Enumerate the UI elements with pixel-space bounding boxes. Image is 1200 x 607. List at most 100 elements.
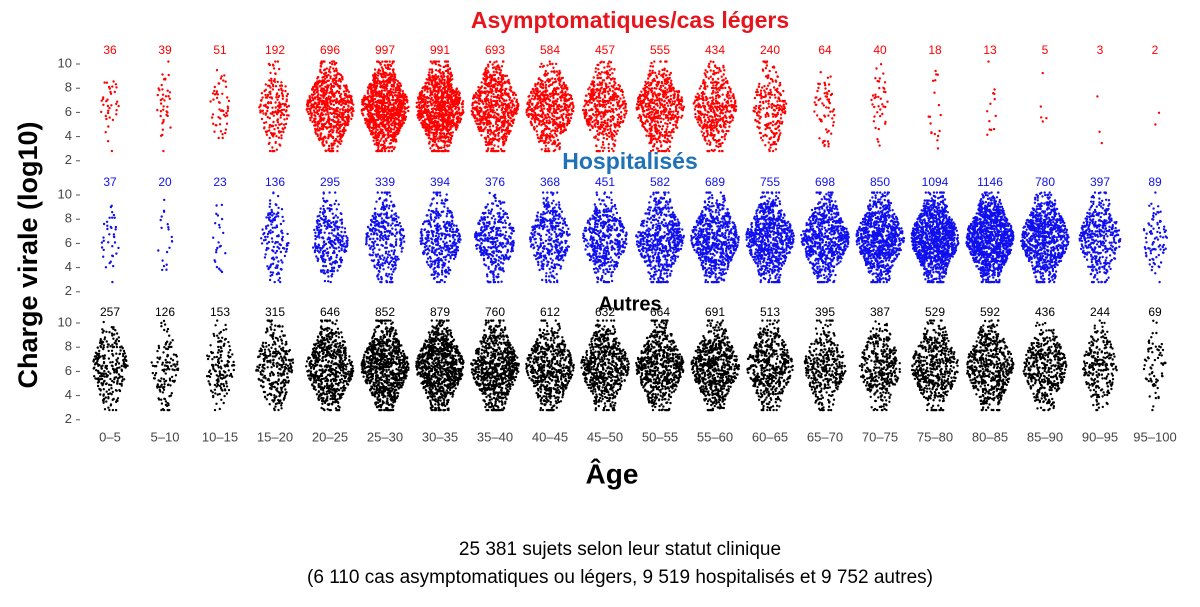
y-tick-label: 4	[65, 259, 72, 274]
count-label: 991	[430, 43, 450, 57]
swarm	[360, 60, 410, 153]
count-label: 240	[760, 43, 780, 57]
count-label: 23	[213, 175, 227, 189]
count-label: 153	[210, 305, 230, 319]
swarm	[360, 319, 410, 412]
x-tick-label: 80–85	[972, 429, 1008, 444]
count-label: 315	[265, 305, 285, 319]
count-label: 64	[818, 43, 832, 57]
count-label: 664	[650, 305, 670, 319]
x-tick-label: 20–25	[312, 429, 348, 444]
panel-title: Asymptomatiques/cas légers	[471, 7, 789, 33]
y-tick-label: 4	[65, 128, 72, 143]
swarm	[311, 191, 349, 284]
count-label: 51	[213, 43, 227, 57]
count-label: 513	[760, 305, 780, 319]
x-tick-label: 25–30	[367, 429, 403, 444]
note: 25 381 sujets selon leur statut clinique	[459, 539, 781, 560]
count-label: 693	[485, 43, 505, 57]
swarm	[692, 60, 738, 153]
swarm	[870, 63, 889, 147]
x-tick-label: 55–60	[697, 429, 733, 444]
swarm	[752, 60, 788, 153]
swarm	[305, 60, 355, 153]
swarm	[813, 71, 836, 148]
x-tick-label: 50–55	[642, 429, 678, 444]
swarm	[100, 204, 120, 284]
swarm	[1142, 319, 1167, 412]
count-label: 192	[265, 43, 285, 57]
swarm	[470, 319, 520, 412]
y-tick-label: 10	[58, 186, 72, 201]
count-label: 376	[485, 175, 505, 189]
x-tick-label: 0–5	[99, 429, 121, 444]
count-label: 339	[375, 175, 395, 189]
count-label: 612	[540, 305, 560, 319]
count-label: 2	[1152, 43, 1159, 57]
count-label: 755	[760, 175, 780, 189]
x-tick-label: 40–45	[532, 429, 568, 444]
count-label: 457	[595, 43, 615, 57]
swarm	[803, 319, 847, 412]
swarm	[635, 191, 685, 284]
swarm	[746, 319, 794, 412]
swarm	[1142, 191, 1169, 284]
swarm	[157, 198, 174, 272]
count-label: 698	[815, 175, 835, 189]
count-label: 69	[1148, 305, 1162, 319]
x-tick-label: 30–35	[422, 429, 458, 444]
x-tick-label: 5–10	[151, 429, 180, 444]
count-label: 632	[595, 305, 615, 319]
count-label: 368	[540, 175, 560, 189]
x-tick-label: 85–90	[1027, 429, 1063, 444]
count-label: 20	[158, 175, 172, 189]
y-tick-label: 2	[65, 152, 72, 167]
count-label: 780	[1035, 175, 1055, 189]
count-label: 582	[650, 175, 670, 189]
count-label: 394	[430, 175, 450, 189]
count-label: 584	[540, 43, 560, 57]
swarm	[1020, 191, 1070, 284]
count-label: 3	[1097, 43, 1104, 57]
count-label: 689	[705, 175, 725, 189]
swarm	[986, 60, 997, 136]
swarm	[1082, 319, 1118, 412]
count-label: 436	[1035, 305, 1055, 319]
x-tick-label: 15–20	[257, 429, 293, 444]
swarm	[1096, 95, 1103, 145]
count-label: 37	[103, 175, 117, 189]
swarm	[100, 80, 120, 153]
count-label: 529	[925, 305, 945, 319]
swarm	[92, 320, 129, 412]
x-tick-label: 90–95	[1082, 429, 1118, 444]
count-label: 40	[873, 43, 887, 57]
x-tick-label: 75–80	[917, 429, 953, 444]
swarm	[966, 319, 1015, 412]
swarm	[581, 60, 628, 153]
panel-title: Hospitalisés	[562, 148, 698, 174]
swarm	[255, 319, 295, 412]
swarm	[1154, 111, 1161, 126]
swarm	[1022, 321, 1068, 412]
swarm	[525, 60, 575, 153]
y-tick-label: 10	[58, 55, 72, 70]
count-label: 850	[870, 175, 890, 189]
swarm	[965, 191, 1015, 284]
y-tick-label: 2	[65, 411, 72, 426]
y-tick-label: 10	[58, 314, 72, 329]
swarm	[473, 191, 515, 284]
swarm	[305, 319, 355, 412]
swarm	[470, 60, 520, 153]
x-axis-label: Âge	[586, 458, 639, 489]
swarm	[150, 319, 180, 412]
count-label: 257	[100, 305, 120, 319]
count-label: 89	[1148, 175, 1162, 189]
swarm	[800, 191, 850, 284]
count-label: 136	[265, 175, 285, 189]
swarm	[212, 203, 227, 274]
x-tick-label: 95–100	[1133, 429, 1176, 444]
swarm	[745, 191, 795, 284]
swarm	[910, 191, 960, 284]
count-label: 244	[1090, 305, 1110, 319]
y-tick-label: 6	[65, 363, 72, 378]
